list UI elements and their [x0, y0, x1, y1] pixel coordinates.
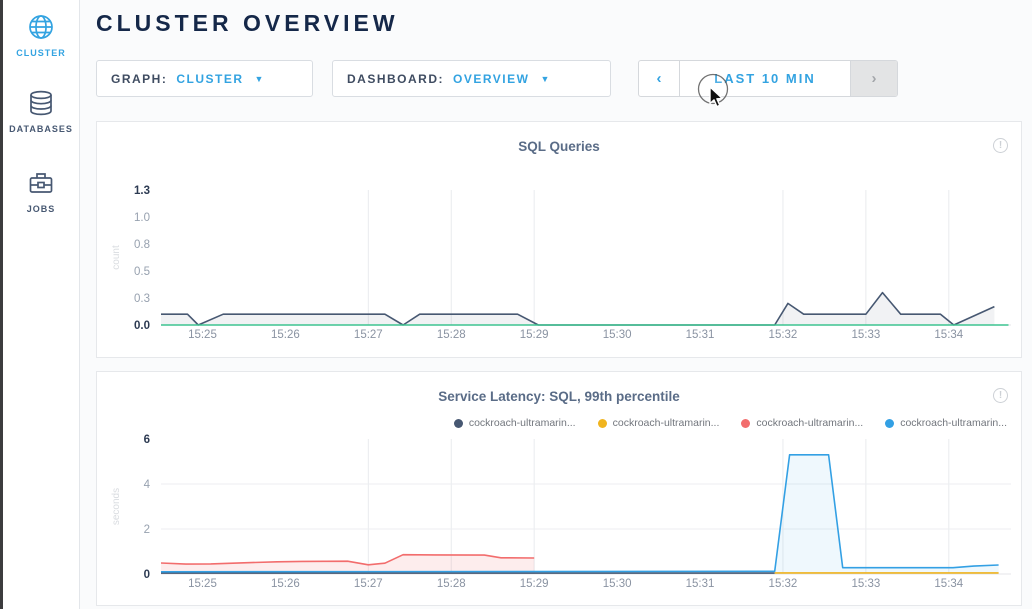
svg-text:15:34: 15:34	[934, 578, 963, 590]
legend-item[interactable]: cockroach-ultramarin...	[741, 416, 863, 430]
svg-text:seconds: seconds	[111, 488, 122, 525]
svg-text:15:33: 15:33	[851, 578, 880, 590]
time-window-next-button: ›	[850, 61, 897, 96]
legend-dot-icon	[885, 418, 895, 428]
svg-text:15:28: 15:28	[437, 578, 466, 590]
svg-text:count: count	[111, 245, 122, 270]
sidebar-item-label: CLUSTER	[16, 48, 66, 58]
sidebar-item-label: DATABASES	[9, 124, 73, 134]
svg-text:15:29: 15:29	[520, 329, 549, 341]
chart-legend: cockroach-ultramarin... cockroach-ultrama…	[453, 416, 1007, 430]
svg-text:15:32: 15:32	[769, 329, 798, 341]
legend-label: cockroach-ultramarin...	[612, 417, 720, 429]
svg-text:15:27: 15:27	[354, 578, 383, 590]
svg-text:15:29: 15:29	[520, 578, 549, 590]
graph-dropdown-value: CLUSTER	[176, 71, 244, 86]
sidebar-item-jobs[interactable]: JOBS	[3, 168, 79, 214]
sidebar-item-label: JOBS	[26, 204, 56, 214]
time-window-prev-button[interactable]: ‹	[639, 61, 680, 96]
svg-text:15:25: 15:25	[188, 329, 217, 341]
svg-text:15:25: 15:25	[188, 578, 217, 590]
page-title: CLUSTER OVERVIEW	[96, 10, 399, 36]
svg-text:6: 6	[144, 434, 150, 446]
window-edge-strip	[0, 0, 3, 609]
time-window-selector: ‹ LAST 10 MIN ›	[638, 60, 898, 97]
legend-dot-icon	[597, 418, 607, 428]
graph-dropdown[interactable]: GRAPH: CLUSTER ▼	[96, 60, 313, 97]
sql-queries-card: SQL Queries ! 0.0 0.3 0.5 0.8 1.0 1.3 15:25 15:…	[96, 121, 1022, 358]
legend-dot-icon	[453, 418, 463, 428]
svg-text:0.8: 0.8	[134, 239, 150, 251]
legend-label: cockroach-ultramarin...	[900, 417, 1007, 429]
legend-label: cockroach-ultramarin...	[468, 417, 576, 429]
graph-dropdown-label: GRAPH:	[111, 71, 168, 86]
svg-text:15:33: 15:33	[851, 329, 880, 341]
time-window-range-button[interactable]: LAST 10 MIN	[714, 71, 816, 86]
svg-text:15:34: 15:34	[934, 329, 963, 341]
service-latency-chart[interactable]: 0 2 4 6 15:25 15:26 15:27 15:28 15:29 15:30 15:31 1…	[97, 432, 1023, 598]
chevron-down-icon: ▼	[540, 73, 550, 84]
svg-text:1.0: 1.0	[134, 212, 150, 224]
svg-text:15:31: 15:31	[686, 329, 715, 341]
sql-queries-chart[interactable]: 0.0 0.3 0.5 0.8 1.0 1.3 15:25 15:26 15:27 15:28 15…	[97, 166, 1023, 356]
dashboard-dropdown[interactable]: DASHBOARD: OVERVIEW ▼	[332, 60, 611, 97]
legend-item[interactable]: cockroach-ultramarin...	[885, 416, 1007, 430]
svg-text:15:30: 15:30	[603, 578, 632, 590]
svg-text:0.0: 0.0	[134, 320, 150, 332]
svg-text:0.5: 0.5	[134, 266, 150, 278]
svg-text:15:31: 15:31	[686, 578, 715, 590]
legend-dot-icon	[741, 418, 751, 428]
databases-icon	[26, 88, 56, 118]
svg-text:0.3: 0.3	[134, 293, 150, 305]
svg-text:15:28: 15:28	[437, 329, 466, 341]
svg-text:15:32: 15:32	[769, 578, 798, 590]
globe-icon	[26, 12, 56, 42]
chevron-down-icon: ▼	[254, 73, 264, 84]
info-icon[interactable]: !	[993, 138, 1008, 153]
legend-item[interactable]: cockroach-ultramarin...	[453, 416, 576, 430]
chart-title: SQL Queries	[518, 139, 600, 154]
svg-text:15:27: 15:27	[354, 329, 383, 341]
sidebar-item-cluster[interactable]: CLUSTER	[3, 12, 79, 58]
sidebar-item-databases[interactable]: DATABASES	[3, 88, 79, 134]
briefcase-icon	[26, 168, 56, 198]
svg-text:4: 4	[144, 479, 151, 491]
legend-item[interactable]: cockroach-ultramarin...	[597, 416, 720, 430]
sidebar: CLUSTER DATABASES JOBS	[3, 0, 80, 609]
svg-text:2: 2	[144, 524, 150, 536]
chart-title: Service Latency: SQL, 99th percentile	[438, 389, 680, 404]
info-icon[interactable]: !	[993, 388, 1008, 403]
svg-text:1.3: 1.3	[134, 185, 150, 197]
svg-text:15:26: 15:26	[271, 578, 300, 590]
dashboard-dropdown-value: OVERVIEW	[453, 71, 530, 86]
service-latency-card: Service Latency: SQL, 99th percentile ! …	[96, 371, 1022, 606]
svg-text:15:26: 15:26	[271, 329, 300, 341]
legend-label: cockroach-ultramarin...	[756, 417, 864, 429]
svg-text:0: 0	[144, 569, 150, 581]
dashboard-dropdown-label: DASHBOARD:	[347, 71, 444, 86]
svg-text:15:30: 15:30	[603, 329, 632, 341]
